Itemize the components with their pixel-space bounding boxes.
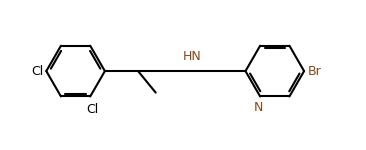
Text: Cl: Cl [86,103,98,117]
Text: HN: HN [182,50,201,63]
Text: Cl: Cl [31,65,43,78]
Text: N: N [254,101,263,114]
Text: Br: Br [308,65,322,78]
